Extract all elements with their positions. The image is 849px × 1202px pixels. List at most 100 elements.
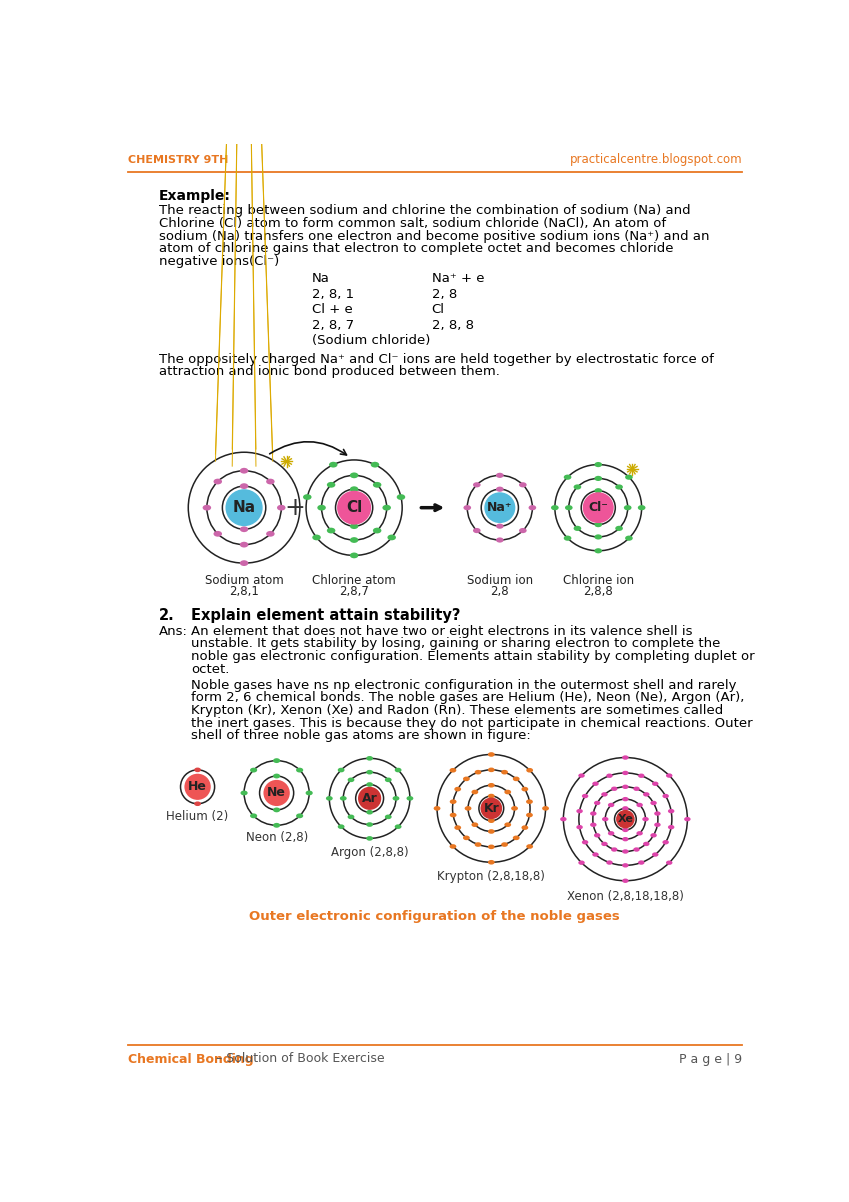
- Circle shape: [616, 810, 635, 828]
- Ellipse shape: [666, 773, 672, 778]
- Ellipse shape: [622, 807, 628, 810]
- Ellipse shape: [526, 844, 533, 849]
- Ellipse shape: [471, 822, 478, 827]
- Ellipse shape: [578, 861, 585, 865]
- Ellipse shape: [266, 478, 274, 484]
- Text: 2,8,1: 2,8,1: [229, 584, 259, 597]
- Text: Neon (2,8): Neon (2,8): [245, 832, 307, 845]
- Ellipse shape: [650, 801, 657, 805]
- Text: 2, 8, 1: 2, 8, 1: [312, 287, 354, 300]
- Ellipse shape: [488, 845, 495, 849]
- Ellipse shape: [496, 472, 503, 478]
- Ellipse shape: [622, 828, 628, 832]
- Ellipse shape: [366, 756, 373, 761]
- Text: (Sodium chloride): (Sodium chloride): [312, 334, 430, 347]
- Ellipse shape: [521, 826, 528, 829]
- Ellipse shape: [366, 810, 373, 815]
- Ellipse shape: [513, 835, 520, 840]
- Text: +: +: [284, 495, 306, 519]
- Circle shape: [358, 787, 381, 810]
- Ellipse shape: [194, 802, 201, 807]
- Ellipse shape: [633, 847, 640, 852]
- Ellipse shape: [519, 528, 526, 534]
- Text: Cl: Cl: [431, 303, 445, 316]
- Ellipse shape: [449, 844, 457, 849]
- Ellipse shape: [239, 468, 249, 474]
- Text: Noble gases have ns np electronic configuration in the outermost shell and rarel: Noble gases have ns np electronic config…: [191, 679, 737, 691]
- Ellipse shape: [622, 770, 628, 775]
- Ellipse shape: [601, 841, 608, 846]
- Ellipse shape: [296, 814, 303, 819]
- Ellipse shape: [594, 801, 600, 805]
- Ellipse shape: [475, 769, 481, 774]
- Ellipse shape: [350, 472, 358, 478]
- Ellipse shape: [594, 522, 602, 528]
- Text: 2,8,8: 2,8,8: [583, 584, 613, 597]
- Ellipse shape: [327, 528, 335, 534]
- Ellipse shape: [407, 796, 413, 801]
- Ellipse shape: [590, 822, 597, 827]
- Ellipse shape: [366, 769, 373, 774]
- Ellipse shape: [496, 537, 503, 542]
- Ellipse shape: [582, 793, 588, 798]
- Ellipse shape: [655, 811, 661, 816]
- Text: Explain element attain stability?: Explain element attain stability?: [191, 608, 461, 623]
- Text: 2, 8, 7: 2, 8, 7: [312, 319, 354, 332]
- Ellipse shape: [519, 482, 526, 487]
- Ellipse shape: [366, 822, 373, 827]
- Ellipse shape: [340, 796, 346, 801]
- Ellipse shape: [622, 797, 628, 802]
- Ellipse shape: [593, 781, 599, 786]
- Ellipse shape: [594, 462, 602, 468]
- Ellipse shape: [616, 484, 623, 489]
- Ellipse shape: [529, 505, 537, 511]
- Text: The reacting between sodium and chlorine the combination of sodium (Na) and: The reacting between sodium and chlorine…: [159, 204, 690, 218]
- Text: Chlorine atom: Chlorine atom: [312, 573, 396, 587]
- Ellipse shape: [239, 560, 249, 566]
- Ellipse shape: [496, 487, 503, 492]
- Ellipse shape: [655, 822, 661, 827]
- Ellipse shape: [576, 809, 582, 814]
- Ellipse shape: [273, 758, 280, 763]
- Text: – Solution of Book Exercise: – Solution of Book Exercise: [211, 1053, 384, 1065]
- Ellipse shape: [306, 791, 312, 796]
- Text: Example:: Example:: [159, 189, 231, 203]
- Text: 2.: 2.: [159, 608, 175, 623]
- Text: Kr: Kr: [483, 802, 499, 815]
- Ellipse shape: [240, 791, 248, 796]
- Ellipse shape: [338, 825, 345, 829]
- Text: Chlorine ion: Chlorine ion: [563, 573, 634, 587]
- Ellipse shape: [464, 505, 471, 511]
- Ellipse shape: [668, 825, 674, 829]
- Ellipse shape: [366, 783, 373, 787]
- Ellipse shape: [213, 478, 222, 484]
- Text: Na⁺ + e: Na⁺ + e: [431, 273, 484, 285]
- Ellipse shape: [454, 826, 461, 829]
- Ellipse shape: [574, 484, 582, 489]
- Ellipse shape: [382, 505, 391, 511]
- Ellipse shape: [450, 813, 457, 817]
- Ellipse shape: [504, 822, 511, 827]
- Ellipse shape: [625, 475, 633, 480]
- Ellipse shape: [601, 792, 608, 797]
- Text: the inert gases. This is because they do not participate in chemical reactions. : the inert gases. This is because they do…: [191, 716, 753, 730]
- Circle shape: [484, 493, 515, 523]
- Ellipse shape: [578, 773, 585, 778]
- Ellipse shape: [338, 768, 345, 773]
- Ellipse shape: [373, 482, 381, 488]
- Ellipse shape: [488, 783, 495, 787]
- Ellipse shape: [488, 752, 495, 757]
- Ellipse shape: [350, 537, 358, 543]
- Text: 2,8,7: 2,8,7: [340, 584, 369, 597]
- Ellipse shape: [662, 793, 669, 798]
- Ellipse shape: [213, 531, 222, 537]
- Text: Sodium ion: Sodium ion: [467, 573, 533, 587]
- Ellipse shape: [250, 814, 257, 819]
- Text: CHEMISTRY 9TH: CHEMISTRY 9TH: [128, 155, 228, 165]
- Text: atom of chlorine gains that electron to complete octet and becomes chloride: atom of chlorine gains that electron to …: [159, 243, 673, 255]
- Ellipse shape: [475, 843, 481, 847]
- Ellipse shape: [471, 790, 478, 795]
- Ellipse shape: [277, 505, 285, 511]
- Ellipse shape: [574, 525, 582, 531]
- Text: He: He: [188, 780, 207, 793]
